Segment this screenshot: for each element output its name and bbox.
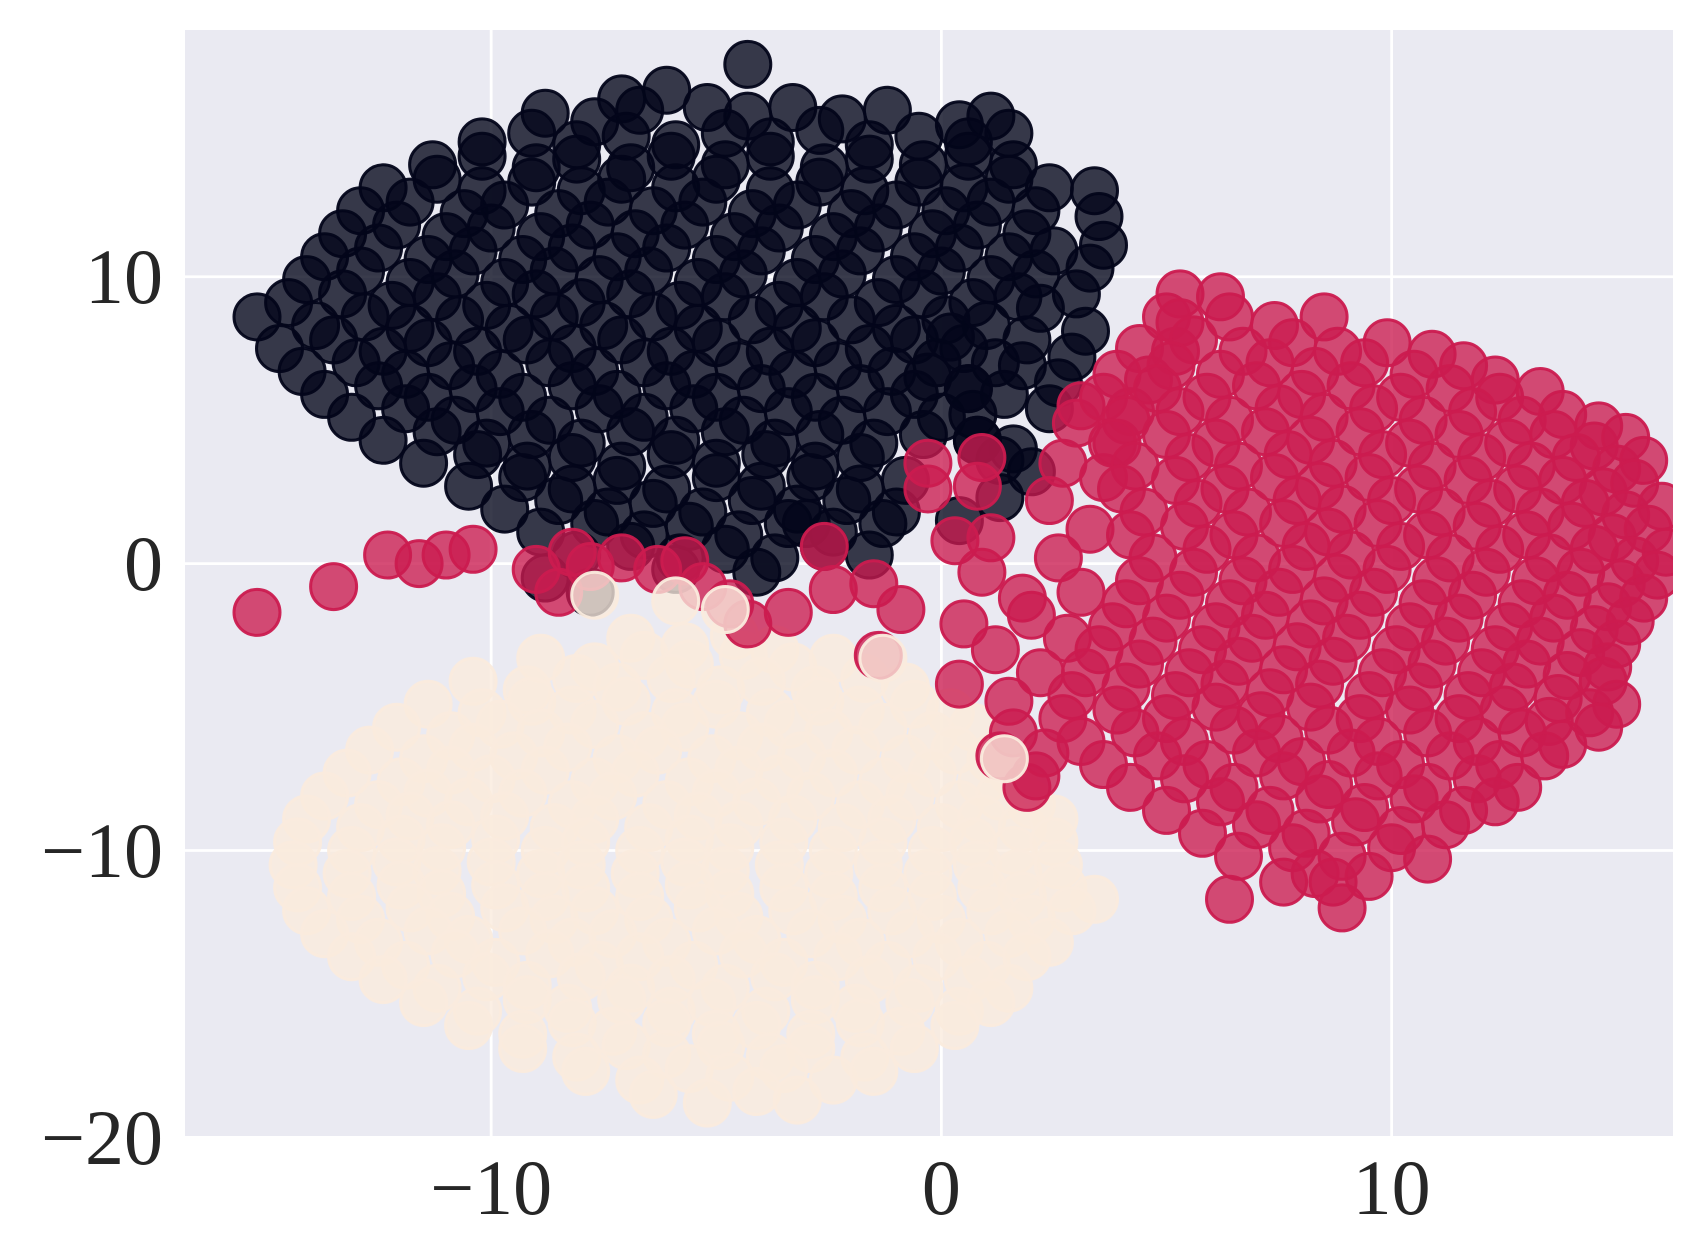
y-tick-label: 0 [124,520,163,607]
data-point [1205,874,1254,924]
data-point [957,547,1007,597]
x-tick-label: 0 [922,1144,961,1231]
data-point [930,1001,980,1050]
data-point [970,625,1020,675]
data-point [952,461,1002,511]
data-point [1056,567,1106,617]
y-tick-label: −20 [41,1094,163,1181]
data-point [444,1001,494,1050]
cluster-cream-overlay [570,570,1029,784]
y-tick-label: −10 [41,807,163,894]
data-point [763,587,813,637]
data-point [934,659,984,709]
data-point [1142,785,1191,835]
data-point [1065,504,1115,554]
data-point [903,438,953,488]
data-point [943,364,993,414]
data-point [858,633,908,683]
data-point [732,1067,782,1116]
data-point [799,521,849,571]
data-point [480,484,530,534]
data-point [399,978,449,1028]
data-point [1006,590,1056,640]
data-point [1033,533,1083,583]
data-point [309,562,359,612]
data-point [399,438,449,488]
data-point [966,978,1016,1028]
data-point [232,587,282,637]
data-point [939,599,989,649]
data-point [889,1024,939,1073]
data-point [984,676,1034,726]
data-point [979,734,1029,784]
data-point [1106,762,1155,812]
data-point [808,565,858,614]
data-point [772,1075,822,1125]
x-tick-label: 10 [1353,1144,1431,1231]
data-point [1344,851,1394,901]
data-point [570,570,620,620]
data-point [876,585,926,634]
x-tick-label: −10 [430,1144,552,1231]
data-point [1574,702,1624,752]
data-point [651,576,701,626]
data-point [1024,476,1074,525]
data-point [1259,857,1309,907]
data-point [1214,831,1263,881]
data-point [1178,808,1227,858]
plot-area [185,30,1673,1136]
data-point [498,1024,548,1073]
data-point [358,955,408,1005]
data-point [682,1078,732,1128]
cluster-crimson [232,269,1673,933]
data-point [700,585,750,634]
data-point [849,1046,899,1096]
data-point [448,524,498,574]
data-point [1317,883,1367,933]
data-point [358,415,408,465]
data-point [925,312,975,362]
data-point [1403,834,1453,884]
data-point [444,461,494,511]
data-point [1470,777,1520,827]
data-point [723,39,773,89]
y-tick-label: 10 [85,233,163,320]
data-point [561,1046,611,1096]
data-point [930,516,980,566]
data-point [628,1069,678,1119]
cluster-cream [268,610,1119,1128]
data-point [732,547,782,597]
data-point [1520,731,1570,781]
